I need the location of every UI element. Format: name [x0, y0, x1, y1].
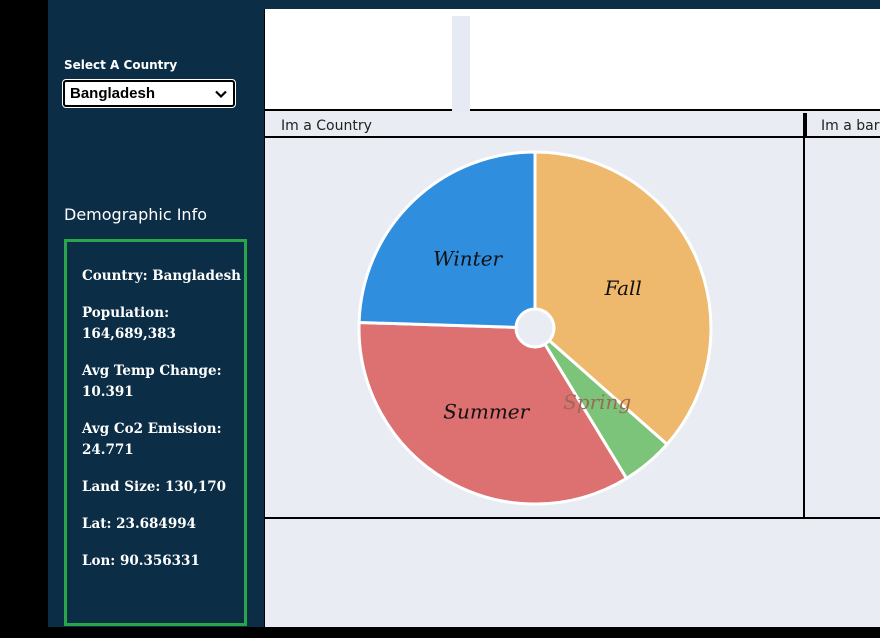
pie-label-spring: Spring — [563, 390, 631, 414]
pie-center-hole — [514, 307, 556, 349]
demographic-population: Population: 164,689,383 — [82, 305, 176, 342]
demographic-lon: Lon: 90.356331 — [82, 553, 200, 569]
chevron-down-icon — [215, 90, 227, 98]
pie-slice-summer[interactable] — [357, 320, 629, 506]
select-country-label: Select A Country — [64, 58, 178, 72]
pie-label-winter: Winter — [433, 246, 503, 270]
app-window: Select A Country Bangladesh Demographic … — [48, 0, 880, 627]
panel-bottom-border — [265, 517, 880, 519]
panel-divider — [803, 113, 805, 519]
demographic-lat: Lat: 23.684994 — [82, 516, 197, 532]
pie-label-summer: Summer — [443, 400, 530, 424]
demographic-country: Country: Bangladesh — [82, 268, 241, 284]
country-select-value: Bangladesh — [70, 85, 156, 102]
demographic-co2-emission: Avg Co2 Emission: 24.771 — [82, 421, 222, 458]
top-panel — [265, 9, 880, 111]
country-select[interactable]: Bangladesh — [62, 79, 236, 108]
pie-slice-fall[interactable] — [533, 150, 713, 447]
bar-panel-title: Im a bar — [805, 113, 880, 138]
main-content: Im a Country Im a bar Fall Spring Summer Wi… — [264, 9, 880, 627]
country-panel-title: Im a Country — [265, 113, 803, 138]
pie-slice-winter[interactable] — [357, 150, 537, 330]
demographic-title: Demographic Info — [64, 205, 207, 224]
demographic-info-box: Country: Bangladesh Population: 164,689,… — [64, 239, 247, 626]
demographic-land-size: Land Size: 130,170 — [82, 479, 227, 495]
season-pie-chart: Fall Spring Summer Winter — [357, 150, 713, 506]
pie-label-fall: Fall — [604, 276, 642, 300]
top-panel-strip — [452, 16, 470, 111]
sidebar: Select A Country Bangladesh Demographic … — [48, 0, 263, 627]
demographic-temp-change: Avg Temp Change: 10.391 — [82, 363, 222, 400]
